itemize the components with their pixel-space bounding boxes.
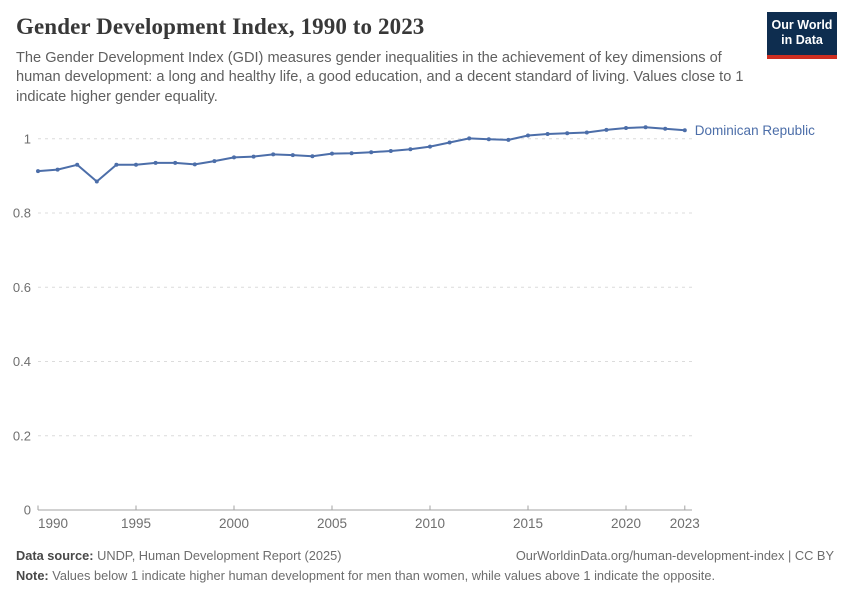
- data-point-dot[interactable]: [55, 167, 60, 172]
- data-point-dot[interactable]: [290, 153, 295, 158]
- data-point-dot[interactable]: [663, 126, 668, 131]
- data-point-dot[interactable]: [506, 137, 511, 142]
- x-axis-tick-label: 2005: [317, 516, 347, 531]
- data-point-dot[interactable]: [545, 132, 550, 136]
- owid-logo[interactable]: Our World in Data: [767, 12, 837, 59]
- data-point-dot[interactable]: [682, 128, 687, 133]
- y-axis-tick-label: 0.8: [13, 206, 31, 221]
- x-axis-tick-label: 2023: [670, 516, 700, 531]
- data-point-dot[interactable]: [369, 150, 374, 155]
- data-point-dot[interactable]: [428, 144, 432, 149]
- y-axis-tick-label: 0.6: [13, 280, 31, 295]
- data-source: Data source: UNDP, Human Development Rep…: [16, 548, 342, 563]
- data-point-dot[interactable]: [153, 160, 158, 165]
- x-axis-tick-label: 1990: [38, 516, 68, 531]
- attribution-link[interactable]: OurWorldinData.org/human-development-ind…: [515, 548, 834, 563]
- owid-logo-line1: Our World: [771, 18, 833, 32]
- footer-note-row: Note: Values below 1 indicate higher hum…: [16, 568, 834, 583]
- data-point-dot[interactable]: [114, 162, 119, 167]
- footer-source-row: Data source: UNDP, Human Development Rep…: [16, 548, 834, 563]
- x-axis-tick-label: 2010: [415, 516, 445, 531]
- data-point-dot[interactable]: [604, 127, 609, 132]
- data-point-dot[interactable]: [232, 155, 236, 160]
- x-axis-tick-label: 2000: [219, 516, 249, 531]
- data-point-dot[interactable]: [251, 154, 256, 159]
- series-entity-label[interactable]: Dominican Republic: [695, 123, 815, 138]
- data-point-dot[interactable]: [75, 162, 80, 167]
- data-point-dot[interactable]: [447, 140, 452, 145]
- y-axis-tick-label: 0.2: [13, 428, 31, 443]
- y-axis-tick-label: 0.4: [13, 354, 31, 369]
- data-point-dot[interactable]: [408, 147, 413, 152]
- data-source-text: UNDP, Human Development Report (2025): [93, 548, 342, 563]
- data-point-dot[interactable]: [486, 137, 491, 142]
- note-text: Values below 1 indicate higher human dev…: [48, 568, 716, 583]
- x-axis-tick-label: 1995: [121, 516, 151, 531]
- chart-header: Gender Development Index, 1990 to 2023 T…: [16, 14, 756, 107]
- data-point-dot[interactable]: [192, 162, 197, 167]
- data-point-dot[interactable]: [388, 149, 393, 153]
- owid-logo-line2: in Data: [781, 32, 823, 47]
- data-point-dot[interactable]: [134, 162, 138, 167]
- data-point-dot[interactable]: [565, 131, 570, 136]
- data-point-dot[interactable]: [330, 151, 334, 156]
- note-label: Note:: [16, 568, 49, 583]
- data-point-dot[interactable]: [271, 152, 276, 157]
- chart-canvas[interactable]: 0 0.2 0.4 0.6 0.8 1 1990 1995 2000 2005 2010 2015 20…: [0, 95, 850, 540]
- series-line[interactable]: [37, 126, 686, 183]
- x-axis-tick-label: 2015: [513, 516, 543, 531]
- data-point-dot[interactable]: [526, 133, 530, 138]
- page-title: Gender Development Index, 1990 to 2023: [16, 14, 425, 39]
- data-point-dot[interactable]: [624, 126, 628, 130]
- data-point-dot[interactable]: [584, 130, 589, 135]
- y-axis-tick-label: 1: [24, 131, 31, 146]
- x-axis-tick-label: 2020: [611, 516, 641, 531]
- data-point-dot[interactable]: [36, 169, 40, 174]
- data-point-dot[interactable]: [349, 151, 354, 156]
- y-axis-tick-label: 0: [24, 503, 31, 518]
- data-point-dot[interactable]: [212, 159, 217, 164]
- data-point-dot[interactable]: [467, 136, 472, 141]
- data-source-label: Data source:: [16, 548, 94, 563]
- data-point-dot[interactable]: [643, 125, 648, 130]
- chart-subtitle: The Gender Development Index (GDI) measu…: [16, 50, 744, 105]
- data-point-dot[interactable]: [94, 179, 99, 184]
- data-point-dot[interactable]: [310, 154, 315, 159]
- data-point-dot[interactable]: [173, 160, 178, 165]
